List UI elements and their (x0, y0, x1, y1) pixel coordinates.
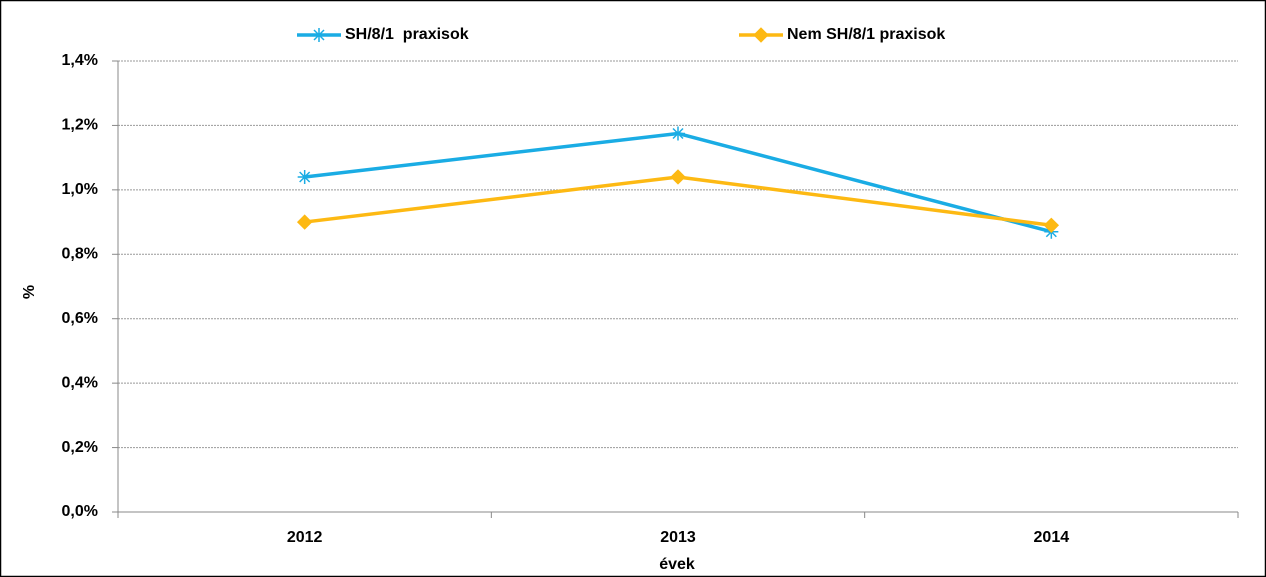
x-axis-label: évek (659, 556, 695, 573)
y-tick-label: 0,4% (62, 374, 98, 391)
star-marker (297, 169, 312, 184)
star-marker (671, 126, 685, 141)
diamond-marker (753, 27, 769, 43)
legend-label: SH/8/1 praxisok (345, 26, 469, 43)
diamond-marker (296, 214, 313, 230)
x-tick-label: 2014 (1034, 529, 1070, 546)
y-tick-label: 1,4% (62, 52, 98, 69)
legend-label: Nem SH/8/1 praxisok (787, 26, 945, 43)
y-tick-label: 1,2% (62, 117, 98, 134)
diamond-marker (1043, 217, 1060, 234)
y-tick-label: 0,8% (62, 246, 98, 263)
y-axis-label: % (21, 285, 38, 299)
y-tick-label: 1,0% (62, 181, 98, 198)
x-tick-label: 2012 (287, 529, 323, 546)
y-tick-label: 0,2% (62, 439, 98, 456)
y-tick-label: 0,0% (62, 503, 98, 520)
star-marker (312, 28, 326, 42)
y-tick-label: 0,6% (62, 310, 98, 327)
diamond-marker (670, 169, 686, 185)
x-tick-label: 2013 (660, 529, 696, 546)
